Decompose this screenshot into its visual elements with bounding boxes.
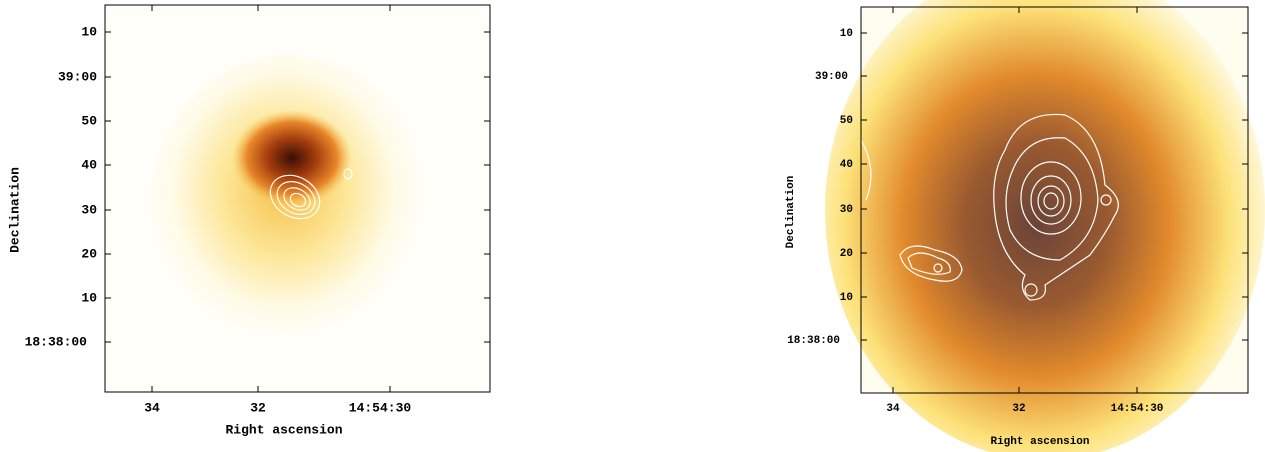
x-axis-label: Right ascension	[990, 436, 1089, 448]
figure: 10 39:00 50 40 30 20 10 18:38:00 34 32 1…	[0, 0, 1265, 452]
image-core	[232, 110, 352, 206]
y-tick-label: 20	[840, 248, 853, 260]
y-tick-label: 40	[840, 159, 853, 171]
y-tick-label: 50	[840, 115, 853, 127]
y-tick-label: 10	[840, 292, 853, 304]
y-tick-label: 18:38:00	[787, 335, 840, 347]
y-axis-label: Declination	[785, 176, 797, 249]
y-tick-label: 10	[81, 24, 97, 39]
y-tick-label: 39:00	[815, 71, 848, 83]
y-tick-label: 20	[81, 246, 97, 261]
y-tick-label: 30	[81, 202, 97, 217]
y-tick-label: 40	[81, 157, 97, 172]
y-tick-label: 18:38:00	[25, 334, 88, 349]
x-tick-label: 32	[1012, 403, 1025, 415]
image	[825, 0, 1265, 452]
y-axis-label: Declination	[7, 167, 22, 253]
x-tick-label: 14:54:30	[349, 400, 412, 415]
x-tick-label: 34	[886, 403, 900, 415]
x-tick-label: 14:54:30	[1111, 403, 1164, 415]
panel: 10 39:00 50 40 30 20 10 18:38:00 34 32 1…	[785, 0, 1265, 452]
y-tick-label: 39:00	[58, 69, 97, 84]
x-tick-label: 34	[144, 400, 160, 415]
y-tick-label: 30	[840, 204, 853, 216]
y-tick-label: 10	[840, 28, 853, 40]
y-tick-label: 10	[81, 290, 97, 305]
x-axis-label: Right ascension	[225, 422, 342, 437]
x-tick-label: 32	[250, 400, 266, 415]
y-tick-label: 50	[81, 113, 97, 128]
panel: 10 39:00 50 40 30 20 10 18:38:00 34 32 1…	[7, 5, 490, 437]
